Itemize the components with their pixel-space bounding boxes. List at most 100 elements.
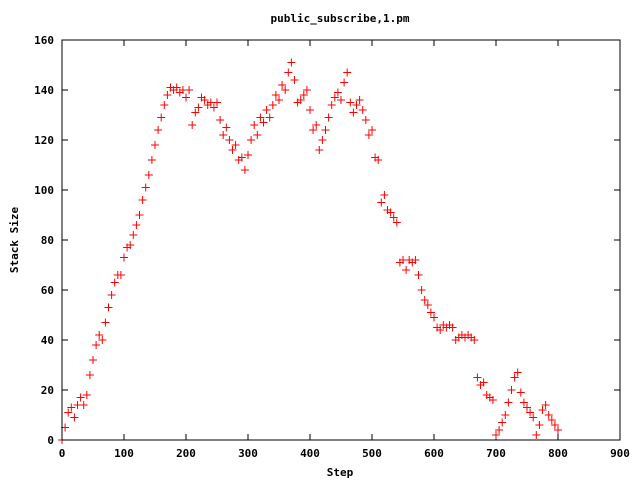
data-point xyxy=(340,78,349,87)
data-point xyxy=(498,418,507,427)
y-tick-label: 40 xyxy=(41,334,54,347)
chart-title: public_subscribe,1.pm xyxy=(270,12,409,25)
data-point xyxy=(141,183,150,192)
data-point xyxy=(259,118,268,127)
data-point xyxy=(420,296,429,304)
data-point xyxy=(290,76,299,84)
data-point xyxy=(151,141,159,149)
data-point xyxy=(501,411,510,419)
x-tick-label: 100 xyxy=(114,447,134,460)
data-point xyxy=(352,101,361,109)
data-point xyxy=(513,368,522,377)
x-tick-label: 300 xyxy=(238,447,258,460)
x-tick-label: 200 xyxy=(176,447,196,460)
data-point xyxy=(135,211,144,219)
data-point xyxy=(265,113,274,122)
data-point xyxy=(389,213,398,222)
data-point xyxy=(110,278,119,287)
data-point xyxy=(358,106,367,114)
data-point xyxy=(324,113,333,122)
y-tick-label: 20 xyxy=(41,384,54,397)
data-point xyxy=(231,141,240,149)
data-point xyxy=(240,166,249,174)
data-point xyxy=(364,131,373,139)
data-point xyxy=(473,373,482,382)
data-point xyxy=(309,126,318,134)
data-point xyxy=(185,86,194,94)
data-point xyxy=(330,93,339,102)
data-point xyxy=(315,146,324,154)
data-point xyxy=(361,116,370,124)
y-tick-label: 60 xyxy=(41,284,54,297)
data-points xyxy=(58,58,562,444)
data-point xyxy=(402,266,411,274)
data-point xyxy=(188,121,197,129)
data-point xyxy=(423,301,432,309)
data-point xyxy=(76,393,85,402)
plot-frame xyxy=(61,39,621,441)
data-point xyxy=(82,391,91,399)
data-point xyxy=(271,91,280,99)
data-point xyxy=(417,286,426,294)
data-point xyxy=(253,131,262,139)
data-point xyxy=(209,103,218,112)
y-tick-label: 140 xyxy=(34,84,54,97)
data-point xyxy=(287,58,296,67)
data-point xyxy=(346,98,355,107)
data-point xyxy=(157,113,166,122)
data-point xyxy=(278,81,287,89)
x-tick-label: 600 xyxy=(424,447,444,460)
data-point xyxy=(222,123,231,132)
data-point xyxy=(411,256,420,264)
data-point xyxy=(132,221,141,229)
data-point xyxy=(120,253,128,262)
data-point xyxy=(470,336,479,344)
data-point xyxy=(488,396,497,404)
data-point xyxy=(312,121,321,129)
data-point xyxy=(414,271,423,279)
data-point xyxy=(144,171,153,179)
data-point xyxy=(219,131,228,139)
data-point xyxy=(532,431,541,439)
data-point xyxy=(337,96,345,104)
data-point xyxy=(262,106,271,114)
y-axis-label: Stack Size xyxy=(8,207,21,274)
data-point xyxy=(216,116,225,124)
data-point xyxy=(504,398,513,407)
data-point xyxy=(228,146,237,154)
data-point xyxy=(275,96,283,104)
data-point xyxy=(116,271,125,279)
data-point xyxy=(126,241,135,249)
data-point xyxy=(554,426,562,434)
y-tick-label: 160 xyxy=(34,34,54,47)
data-point xyxy=(70,413,79,422)
y-tick-label: 0 xyxy=(47,434,54,447)
data-point xyxy=(492,431,500,439)
data-point xyxy=(92,341,101,349)
data-point xyxy=(523,403,531,412)
data-point xyxy=(147,156,156,164)
data-point xyxy=(268,101,277,109)
data-point xyxy=(306,106,314,114)
data-point xyxy=(194,103,203,112)
data-point xyxy=(368,126,376,134)
data-point xyxy=(225,136,234,144)
data-point xyxy=(281,86,290,94)
data-point xyxy=(299,91,308,99)
data-point xyxy=(107,291,116,299)
data-point xyxy=(182,93,190,102)
data-point xyxy=(374,156,383,164)
data-point xyxy=(160,101,169,109)
data-point xyxy=(448,323,457,332)
data-point xyxy=(237,153,246,162)
y-tick-label: 100 xyxy=(34,184,54,197)
data-point xyxy=(516,388,525,397)
x-tick-label: 700 xyxy=(486,447,506,460)
data-point xyxy=(436,326,445,334)
data-point xyxy=(85,371,94,379)
data-point xyxy=(430,313,438,322)
data-point xyxy=(377,198,386,207)
data-point xyxy=(519,398,528,407)
data-point xyxy=(386,208,395,217)
